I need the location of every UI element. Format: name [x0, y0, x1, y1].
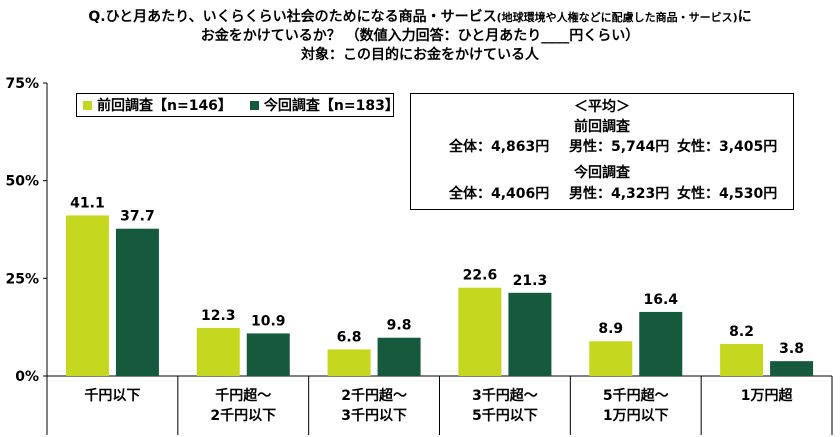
x-tick-label: 2千円以下	[210, 407, 276, 424]
bar	[589, 341, 633, 376]
legend-label-previous: 前回調査【n=146】	[97, 98, 232, 114]
x-tick-label: 1万円以下	[603, 408, 669, 424]
data-label: 8.9	[598, 321, 623, 337]
data-label: 9.8	[387, 318, 412, 334]
title-line1-end: に	[737, 9, 752, 25]
title-line2: お金をかけているか？ （数値入力回答：ひと月あたり____円くらい）	[200, 28, 640, 44]
bar	[377, 337, 421, 376]
x-tick-label: 千円以下	[84, 387, 140, 404]
bar	[246, 333, 290, 376]
bar	[720, 343, 764, 376]
bar	[196, 327, 240, 376]
x-tick-label: 3千円超～	[472, 387, 538, 404]
average-current-female: 女性：4,530円	[677, 186, 778, 202]
data-label: 37.7	[120, 209, 155, 225]
data-label: 16.4	[643, 292, 678, 308]
legend-swatch-previous	[83, 100, 92, 110]
bar	[115, 228, 159, 376]
data-label: 22.6	[463, 268, 498, 284]
data-label: 10.9	[251, 313, 286, 329]
bar	[327, 349, 371, 376]
y-tick-label: 75%	[5, 76, 39, 92]
average-current-label: 今回調査	[574, 165, 630, 181]
x-tick-label: 千円超～	[215, 387, 271, 404]
legend: 前回調査【n=146】 今回調査【n=183】	[76, 93, 399, 117]
average-previous-female: 女性：3,405円	[677, 139, 778, 155]
data-label: 12.3	[201, 308, 236, 324]
average-previous-male: 男性：5,744円	[569, 139, 670, 155]
data-label: 41.1	[70, 195, 105, 211]
bar	[508, 292, 552, 376]
x-tick-label: 5千円超～	[603, 387, 669, 404]
average-previous-label: 前回調査	[574, 119, 630, 135]
x-tick-label: 1万円超	[741, 387, 794, 404]
average-heading: ＜平均＞	[574, 99, 630, 115]
data-label: 6.8	[337, 329, 362, 345]
legend-swatch-current	[249, 100, 259, 110]
title-line3: 対象：この目的にお金をかけている人	[301, 47, 539, 63]
bar	[65, 215, 109, 376]
title-line1: Q.ひと月あたり、いくらくらい社会のためになる商品・サービス	[88, 9, 497, 25]
legend-label-current: 今回調査【n=183】	[263, 98, 399, 114]
bar	[639, 311, 683, 376]
bar	[458, 287, 502, 376]
x-tick-label: 3千円以下	[341, 407, 407, 424]
title-line1-note: (地球環境や人権などに配慮した商品・サービス)	[496, 11, 738, 24]
y-tick-label: 25%	[5, 271, 39, 287]
chart-title: Q.ひと月あたり、いくらくらい社会のためになる商品・サービス(地球環境や人権など…	[0, 8, 840, 65]
bar	[770, 361, 814, 376]
y-tick-label: 0%	[15, 369, 39, 385]
data-label: 21.3	[513, 273, 548, 289]
x-tick-label: 5千円以下	[472, 407, 538, 424]
x-tick-label: 2千円超～	[341, 387, 407, 404]
average-previous-total: 全体：4,863円	[449, 139, 550, 155]
data-label: 3.8	[779, 341, 804, 357]
average-box: ＜平均＞ 前回調査 全体：4,863円 男性：5,744円 女性：3,405円 …	[410, 93, 794, 210]
average-current-male: 男性：4,323円	[569, 186, 670, 202]
legend-item-previous: 前回調査【n=146】	[83, 95, 232, 115]
data-label: 8.2	[729, 324, 754, 340]
legend-item-current: 今回調査【n=183】	[249, 95, 399, 115]
average-current-total: 全体：4,406円	[449, 186, 550, 202]
y-tick-label: 50%	[5, 174, 39, 190]
